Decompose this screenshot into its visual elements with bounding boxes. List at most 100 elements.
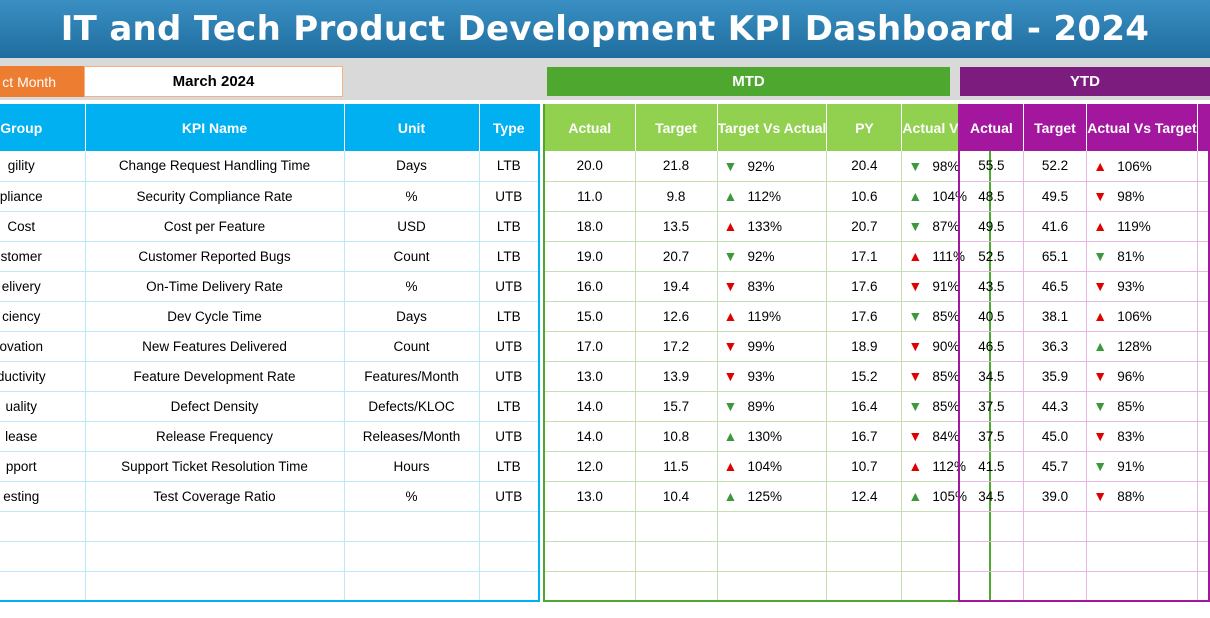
ytd-actual-vs-target: ▼ 85% <box>1086 391 1198 422</box>
mtd-target-vs-actual: ▲ 119% <box>717 301 828 332</box>
empty-cell <box>1086 571 1198 602</box>
ytd-actual: 37.5 <box>959 391 1024 422</box>
kpi-header-type: Type <box>479 104 540 151</box>
mtd-target-vs-actual: ▲ 133% <box>717 211 828 242</box>
ytd-actual: 34.5 <box>959 361 1024 392</box>
table-row: 34.5 39.0 ▼ 88% <box>959 481 1210 512</box>
mtd-actual-vs-py-value: 87% <box>932 219 960 234</box>
mtd-py: 20.7 <box>826 211 903 242</box>
ytd-actual-vs-target: ▼ 96% <box>1086 361 1198 392</box>
table-row: 43.5 46.5 ▼ 93% <box>959 271 1210 302</box>
mtd-actual-vs-py-value: 85% <box>932 369 960 384</box>
mtd-py: 17.1 <box>826 241 903 272</box>
kpi-group: gility <box>0 151 86 182</box>
mtd-target-vs-actual-value: 99% <box>747 339 775 354</box>
ytd-actual-vs-target: ▼ 98% <box>1086 181 1198 212</box>
kpi-name: Customer Reported Bugs <box>85 241 345 272</box>
mtd-actual: 13.0 <box>544 481 636 512</box>
mtd-target-vs-actual: ▼ 89% <box>717 391 828 422</box>
ytd-actual: 34.5 <box>959 481 1024 512</box>
ytd-actual-vs-target-value: 106% <box>1117 309 1152 324</box>
table-row: 18.0 13.5 ▲ 133% 20.7 ▼ 87% <box>544 211 991 242</box>
kpi-unit: Count <box>344 331 480 362</box>
table-row: 40.5 38.1 ▲ 106% <box>959 301 1210 332</box>
empty-cell <box>826 571 903 602</box>
ytd-actual: 37.5 <box>959 421 1024 452</box>
mtd-target-vs-actual-value: 130% <box>747 429 783 444</box>
mtd-actual: 14.0 <box>544 391 636 422</box>
empty-cell <box>1197 571 1210 602</box>
mtd-target: 21.8 <box>635 151 718 182</box>
mtd-actual-vs-py-value: 85% <box>932 399 960 414</box>
table-row: ductivity Feature Development Rate Feature… <box>0 361 540 392</box>
mtd-actual-vs-py-value: 84% <box>932 429 960 444</box>
mtd-target: 13.9 <box>635 361 718 392</box>
mtd-target-vs-actual: ▲ 130% <box>717 421 828 452</box>
ytd-actual: 40.5 <box>959 301 1024 332</box>
empty-cell <box>635 511 718 542</box>
table-row: 15.0 12.6 ▲ 119% 17.6 ▼ 85% <box>544 301 991 332</box>
ytd-target: 52.2 <box>1023 151 1088 182</box>
table-row: 13.0 13.9 ▼ 93% 15.2 ▼ 85% <box>544 361 991 392</box>
empty-cell <box>0 541 86 572</box>
ytd-actual-vs-target: ▲ 128% <box>1086 331 1198 362</box>
kpi-unit: % <box>344 271 480 302</box>
empty-cell <box>544 511 636 542</box>
ytd-actual: 41.5 <box>959 451 1024 482</box>
table-row: ovation New Features Delivered Count UTB <box>0 331 540 362</box>
table-row: pliance Security Compliance Rate% UTB <box>0 181 540 212</box>
mtd-target-vs-actual-value: 104% <box>747 459 783 474</box>
ytd-target: 35.9 <box>1023 361 1088 392</box>
empty-cell <box>826 511 903 542</box>
table-row: 37.5 44.3 ▼ 85% <box>959 391 1210 422</box>
down-triangle-icon: ▼ <box>908 278 923 294</box>
ytd-overflow-cell <box>1197 361 1210 392</box>
mtd-banner: MTD <box>547 67 950 96</box>
mtd-actual: 20.0 <box>544 151 636 182</box>
up-triangle-icon: ▲ <box>1093 157 1108 174</box>
up-triangle-icon: ▲ <box>908 458 923 474</box>
ytd-target: 45.7 <box>1023 451 1088 482</box>
ytd-actual-vs-target-value: 85% <box>1117 399 1145 414</box>
down-triangle-icon: ▼ <box>723 368 738 384</box>
mtd-py: 12.4 <box>826 481 903 512</box>
ytd-target: 39.0 <box>1023 481 1088 512</box>
empty-cell <box>1023 511 1088 542</box>
mtd-actual: 19.0 <box>544 241 636 272</box>
mtd-py: 16.4 <box>826 391 903 422</box>
month-selector[interactable]: March 2024 <box>84 66 343 97</box>
ytd-actual-vs-target: ▲ 106% <box>1086 151 1198 182</box>
ytd-actual: 43.5 <box>959 271 1024 302</box>
empty-cell <box>1197 511 1210 542</box>
table-row: 11.0 9.8 ▲ 112% 10.6 ▲ 104% <box>544 181 991 212</box>
mtd-actual: 14.0 <box>544 421 636 452</box>
table-row: 17.0 17.2 ▼ 99% 18.9 ▼ 90% <box>544 331 991 362</box>
empty-row <box>544 511 991 542</box>
empty-row <box>0 511 540 542</box>
ytd-overflow-cell <box>1197 481 1210 512</box>
dashboard-title: IT and Tech Product Development KPI Dash… <box>0 0 1210 58</box>
mtd-target-vs-actual-value: 119% <box>747 309 782 324</box>
empty-cell <box>344 571 480 602</box>
mtd-py: 15.2 <box>826 361 903 392</box>
kpi-type: LTB <box>479 391 540 422</box>
kpi-type: UTB <box>479 481 540 512</box>
down-triangle-icon: ▼ <box>1093 248 1108 264</box>
empty-cell <box>717 541 828 572</box>
mtd-actual: 12.0 <box>544 451 636 482</box>
kpi-unit: % <box>344 181 480 212</box>
kpi-group: pport <box>0 451 86 482</box>
kpi-name: On-Time Delivery Rate <box>85 271 345 302</box>
empty-cell <box>826 541 903 572</box>
ytd-target: 41.6 <box>1023 211 1088 242</box>
mtd-target: 19.4 <box>635 271 718 302</box>
mtd-table: Actual Target Target Vs Actual PY Actual Vs … <box>543 104 991 602</box>
ytd-overflow-cell <box>1197 301 1210 332</box>
empty-cell <box>959 541 1024 572</box>
mtd-target-vs-actual-value: 133% <box>747 219 783 234</box>
empty-row <box>544 571 991 602</box>
empty-cell <box>479 511 540 542</box>
ytd-actual-vs-target: ▼ 93% <box>1086 271 1198 302</box>
mtd-py: 10.7 <box>826 451 903 482</box>
table-row: esting Test Coverage Ratio% UTB <box>0 481 540 512</box>
